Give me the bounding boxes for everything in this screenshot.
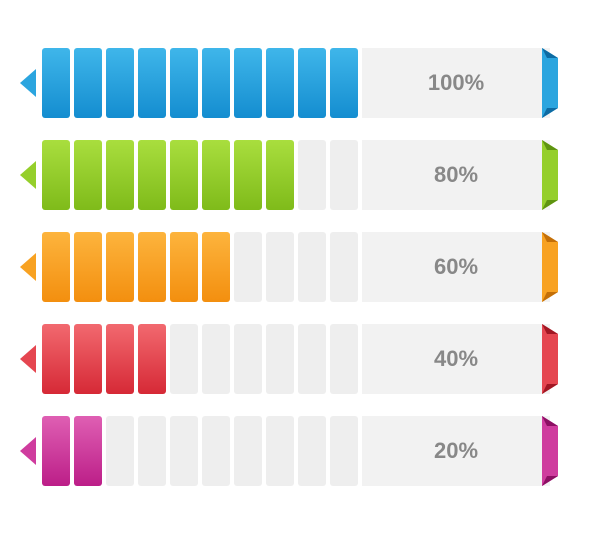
- ribbon-fold-icon: [542, 232, 558, 302]
- ribbon-fold: [542, 416, 558, 486]
- label-box: 100%: [362, 48, 550, 118]
- segment-empty: [266, 324, 294, 394]
- segment-filled: [106, 324, 134, 394]
- arrow-left-icon: [20, 437, 36, 465]
- arrow-left-icon: [20, 161, 36, 189]
- ribbon-fold: [542, 324, 558, 394]
- segment-empty: [266, 232, 294, 302]
- progress-bar-chart: 100% 80% 60% 40% 20%: [20, 48, 550, 486]
- segment-empty: [330, 140, 358, 210]
- segment-filled: [42, 140, 70, 210]
- progress-label: 100%: [428, 70, 484, 96]
- label-box: 40%: [362, 324, 550, 394]
- segment-filled: [74, 140, 102, 210]
- segment-filled: [106, 140, 134, 210]
- segment-filled: [170, 232, 198, 302]
- segment-empty: [202, 416, 230, 486]
- ribbon-fold: [542, 232, 558, 302]
- segment-filled: [74, 416, 102, 486]
- progress-label: 60%: [434, 254, 478, 280]
- segment-filled: [138, 324, 166, 394]
- segments: [42, 232, 358, 302]
- segment-filled: [106, 232, 134, 302]
- progress-label: 40%: [434, 346, 478, 372]
- segment-filled: [138, 140, 166, 210]
- progress-label: 20%: [434, 438, 478, 464]
- segment-filled: [330, 48, 358, 118]
- segments: [42, 416, 358, 486]
- segment-empty: [298, 232, 326, 302]
- segment-empty: [202, 324, 230, 394]
- ribbon-fold: [542, 140, 558, 210]
- segment-empty: [298, 140, 326, 210]
- segment-empty: [298, 324, 326, 394]
- progress-bar-row: 100%: [20, 48, 550, 118]
- segment-filled: [138, 232, 166, 302]
- segment-filled: [74, 324, 102, 394]
- segment-empty: [266, 416, 294, 486]
- ribbon-fold-icon: [542, 48, 558, 118]
- segment-empty: [106, 416, 134, 486]
- segment-filled: [266, 48, 294, 118]
- segment-filled: [74, 232, 102, 302]
- progress-bar-row: 60%: [20, 232, 550, 302]
- segment-empty: [330, 324, 358, 394]
- segment-empty: [298, 416, 326, 486]
- segment-filled: [202, 48, 230, 118]
- segment-filled: [42, 232, 70, 302]
- segment-empty: [234, 324, 262, 394]
- label-box: 20%: [362, 416, 550, 486]
- segments: [42, 140, 358, 210]
- arrow-left-icon: [20, 253, 36, 281]
- arrow-left-icon: [20, 69, 36, 97]
- segment-filled: [42, 416, 70, 486]
- segment-filled: [74, 48, 102, 118]
- segment-filled: [138, 48, 166, 118]
- label-box: 60%: [362, 232, 550, 302]
- segment-filled: [202, 140, 230, 210]
- segment-filled: [170, 48, 198, 118]
- segment-empty: [170, 416, 198, 486]
- segments: [42, 324, 358, 394]
- progress-bar-row: 80%: [20, 140, 550, 210]
- segment-empty: [330, 232, 358, 302]
- segment-filled: [42, 48, 70, 118]
- progress-bar-row: 20%: [20, 416, 550, 486]
- segment-empty: [138, 416, 166, 486]
- ribbon-fold-icon: [542, 140, 558, 210]
- ribbon-fold-icon: [542, 416, 558, 486]
- segment-filled: [42, 324, 70, 394]
- segment-empty: [234, 232, 262, 302]
- segment-filled: [106, 48, 134, 118]
- segment-empty: [170, 324, 198, 394]
- segment-empty: [330, 416, 358, 486]
- segment-filled: [234, 140, 262, 210]
- segment-filled: [170, 140, 198, 210]
- progress-bar-row: 40%: [20, 324, 550, 394]
- segment-empty: [234, 416, 262, 486]
- segment-filled: [266, 140, 294, 210]
- arrow-left-icon: [20, 345, 36, 373]
- segment-filled: [234, 48, 262, 118]
- segment-filled: [202, 232, 230, 302]
- progress-label: 80%: [434, 162, 478, 188]
- ribbon-fold: [542, 48, 558, 118]
- label-box: 80%: [362, 140, 550, 210]
- segments: [42, 48, 358, 118]
- ribbon-fold-icon: [542, 324, 558, 394]
- segment-filled: [298, 48, 326, 118]
